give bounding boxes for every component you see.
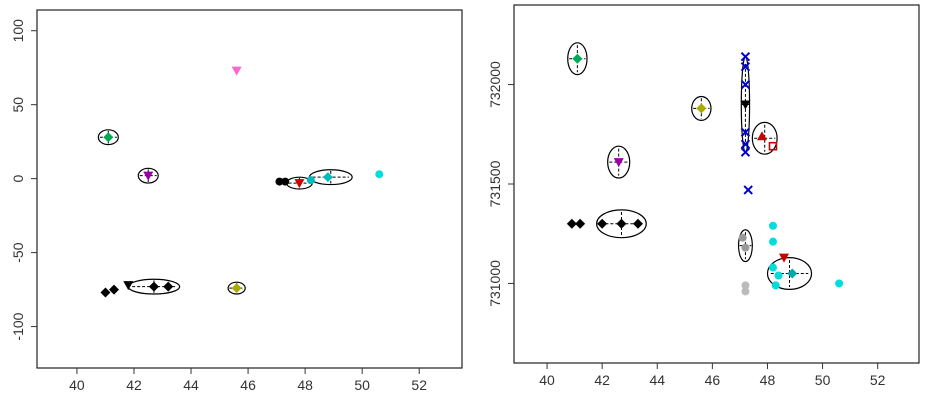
data-point-21 <box>741 287 750 296</box>
data-point-27 <box>787 268 798 279</box>
data-point-10 <box>109 284 120 295</box>
data-point-24 <box>768 263 777 272</box>
confidence-ellipse <box>227 281 246 295</box>
data-point-0 <box>572 53 583 64</box>
ellipse-axis-cross <box>609 148 629 176</box>
data-point-13 <box>566 218 577 229</box>
ellipse-axis-cross <box>569 45 586 73</box>
y-tick-label: 732000 <box>487 61 503 108</box>
x-tick-label: 42 <box>126 377 142 393</box>
y-tick-label: 50 <box>10 97 26 113</box>
confidence-ellipse <box>137 167 159 184</box>
data-point-1 <box>696 103 707 114</box>
data-point-22 <box>768 221 777 230</box>
confidence-ellipse <box>607 145 631 179</box>
data-point-29 <box>835 279 844 288</box>
data-point-6 <box>306 176 315 185</box>
data-point-2 <box>740 52 751 62</box>
confidence-ellipse <box>766 256 813 291</box>
data-point-7 <box>322 172 333 183</box>
x-tick-label: 48 <box>760 372 776 388</box>
x-tick-label: 52 <box>411 377 427 393</box>
data-point-16 <box>632 218 643 229</box>
data-point-17 <box>597 218 608 229</box>
data-point-15 <box>616 218 627 229</box>
data-point-13 <box>163 281 174 292</box>
x-tick-label: 46 <box>240 377 256 393</box>
data-point-9 <box>100 287 111 298</box>
x-tick-label: 46 <box>705 372 721 388</box>
data-point-14 <box>231 283 242 294</box>
confidence-ellipse <box>691 95 712 121</box>
data-point-9 <box>743 185 753 195</box>
data-point-6 <box>740 127 751 137</box>
confidence-ellipse <box>596 209 647 239</box>
data-point-4 <box>740 79 751 90</box>
x-tick-label: 40 <box>539 372 555 388</box>
data-point-18 <box>738 233 747 242</box>
data-point-2 <box>143 171 154 181</box>
data-point-28 <box>779 253 789 263</box>
data-point-20 <box>741 281 750 290</box>
right-scatter-panel: 40 42 44 46 48 50 52 731000 731500 732000 <box>487 4 920 388</box>
x-tick-label: 44 <box>649 372 665 388</box>
data-point-11 <box>768 141 778 151</box>
x-tick-label: 48 <box>297 377 313 393</box>
data-point-5 <box>740 100 751 110</box>
data-point-25 <box>774 271 783 280</box>
data-point-8 <box>740 147 751 157</box>
y-tick-label: 731000 <box>487 260 503 307</box>
data-point-14 <box>575 218 586 229</box>
plot-frame <box>36 9 463 369</box>
y-tick-label: 731500 <box>487 160 503 207</box>
data-point-4 <box>281 177 290 186</box>
confidence-ellipse <box>737 229 753 263</box>
data-point-8 <box>375 170 384 179</box>
data-point-10 <box>756 131 767 141</box>
data-point-3 <box>275 177 284 186</box>
x-tick-label: 52 <box>870 372 886 388</box>
data-point-5 <box>294 179 305 189</box>
x-tick-label: 50 <box>815 372 831 388</box>
x-tick-label: 42 <box>594 372 610 388</box>
data-point-11 <box>123 281 134 291</box>
y-tick-label: -50 <box>10 242 26 262</box>
data-point-23 <box>768 237 777 246</box>
x-tick-label: 44 <box>183 377 199 393</box>
confidence-ellipse <box>751 121 778 155</box>
data-point-26 <box>771 281 780 290</box>
confidence-ellipse <box>567 42 588 76</box>
data-point-19 <box>741 243 750 252</box>
x-tick-label: 50 <box>354 377 370 393</box>
confidence-ellipse <box>97 129 119 146</box>
data-point-3 <box>740 61 751 72</box>
data-point-7 <box>740 139 751 149</box>
y-tick-label: -100 <box>10 312 26 340</box>
left-scatter-panel: 40 42 44 46 48 50 52 -100 -50 0 50 100 <box>10 9 463 393</box>
y-tick-label: 0 <box>10 175 26 183</box>
data-point-12 <box>613 158 624 168</box>
data-point-0 <box>231 66 242 76</box>
data-point-12 <box>148 281 159 292</box>
y-tick-label: 100 <box>10 19 26 43</box>
x-tick-label: 40 <box>69 377 85 393</box>
data-point-1 <box>103 132 114 143</box>
